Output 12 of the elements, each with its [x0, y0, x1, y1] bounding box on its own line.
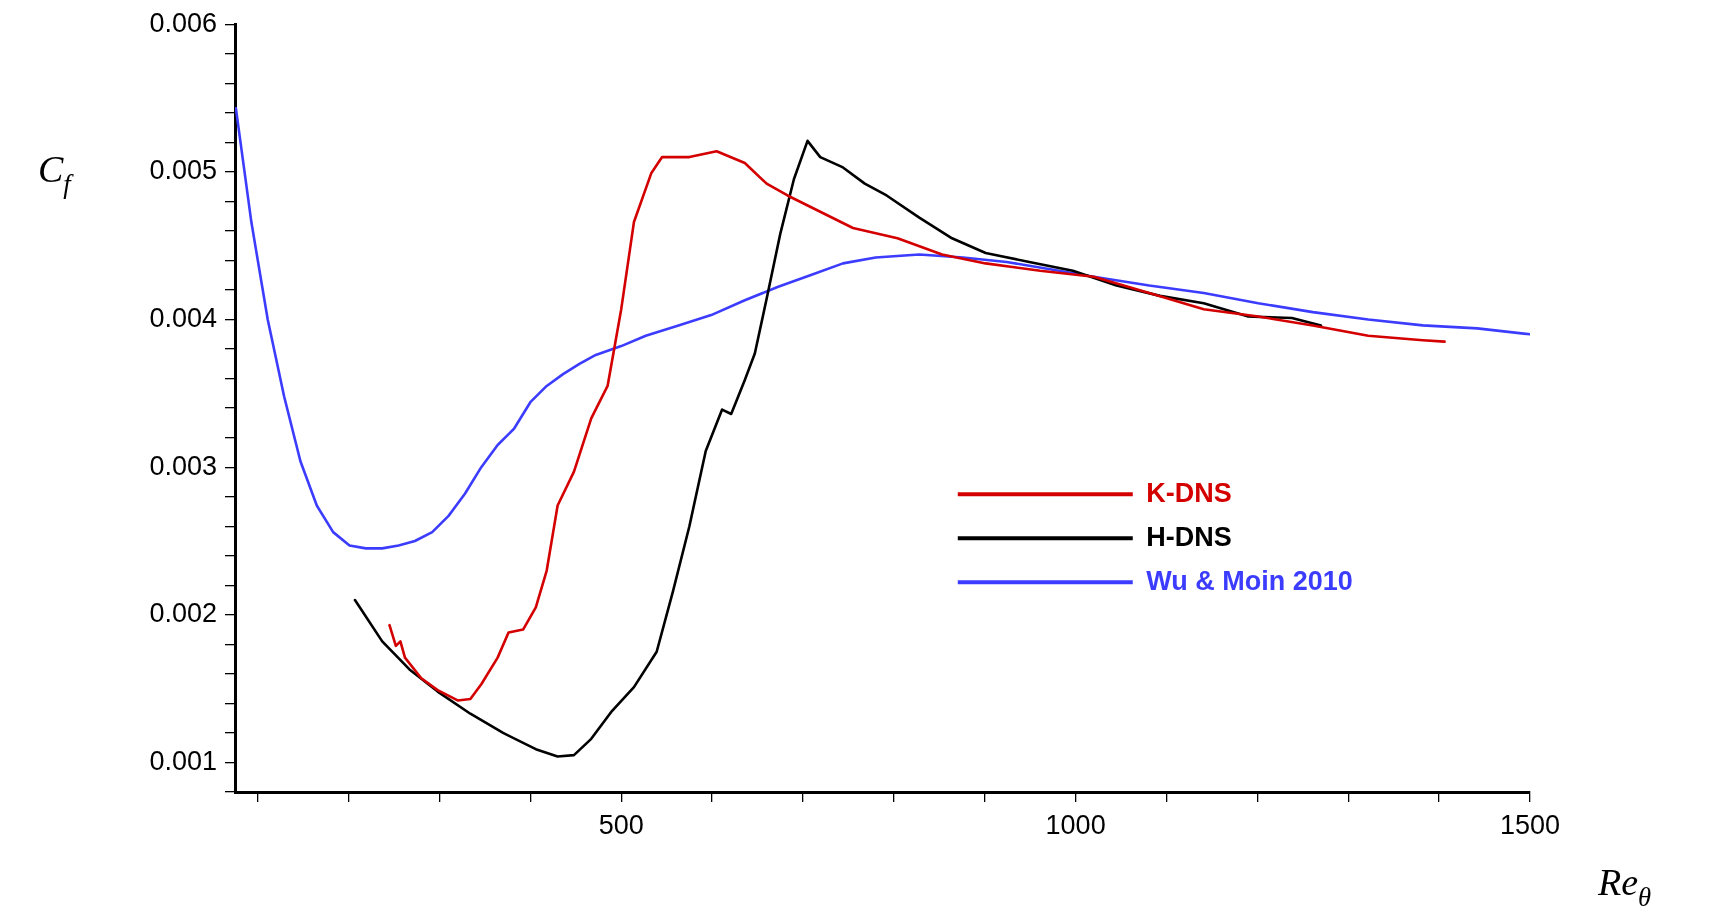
y-tick-label: 0.001: [149, 745, 217, 776]
y-tick-label: 0.003: [149, 450, 217, 481]
x-tick-label: 500: [598, 809, 644, 840]
text: Wu & Moin 2010: [1146, 565, 1353, 596]
text: H-DNS: [1146, 521, 1232, 552]
y-tick-label: 0.005: [149, 155, 217, 186]
y-tick-label: 0.002: [149, 598, 217, 629]
text: K-DNS: [1146, 477, 1232, 508]
y-tick-label: 0.004: [149, 302, 217, 333]
x-tick-label: 1500: [1499, 809, 1561, 840]
y-tick-label: 0.006: [149, 7, 217, 38]
x-tick-label: 1000: [1045, 809, 1106, 840]
